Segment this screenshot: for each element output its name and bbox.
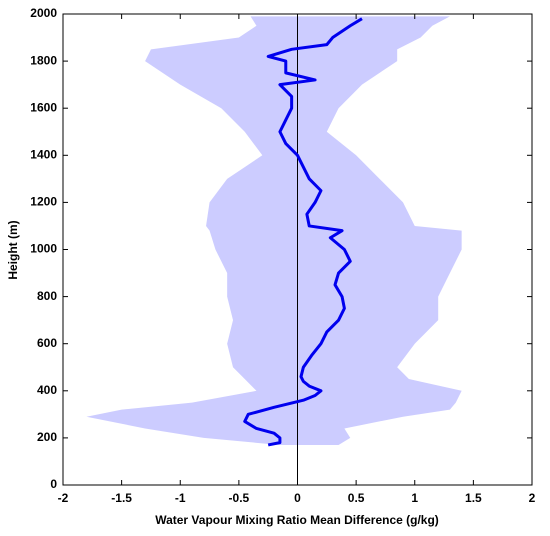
x-axis-label: Water Vapour Mixing Ratio Mean Differenc…: [155, 513, 439, 527]
y-tick-label: 600: [37, 336, 57, 350]
y-tick-label: 1000: [30, 242, 57, 256]
x-tick-label: 1.5: [465, 491, 482, 505]
y-tick-label: 1400: [30, 147, 57, 161]
y-tick-label: 200: [37, 430, 57, 444]
x-tick-label: 0.5: [348, 491, 365, 505]
y-tick-label: 0: [50, 477, 57, 491]
x-tick-label: -1: [175, 491, 186, 505]
y-tick-label: 400: [37, 383, 57, 397]
y-tick-label: 1600: [30, 100, 57, 114]
y-tick-label: 1800: [30, 53, 57, 67]
x-tick-label: -2: [58, 491, 69, 505]
x-tick-label: 1: [411, 491, 418, 505]
mean-line: [243, 17, 363, 447]
spread-band: [86, 16, 462, 445]
x-tick-label: -1.5: [111, 491, 132, 505]
y-axis-label: Height (m): [6, 220, 20, 279]
y-tick-label: 2000: [30, 6, 57, 20]
x-tick-label: 2: [529, 491, 536, 505]
y-tick-label: 800: [37, 289, 57, 303]
y-tick-label: 1200: [30, 195, 57, 209]
x-tick-label: -0.5: [229, 491, 250, 505]
x-tick-label: 0: [294, 491, 301, 505]
